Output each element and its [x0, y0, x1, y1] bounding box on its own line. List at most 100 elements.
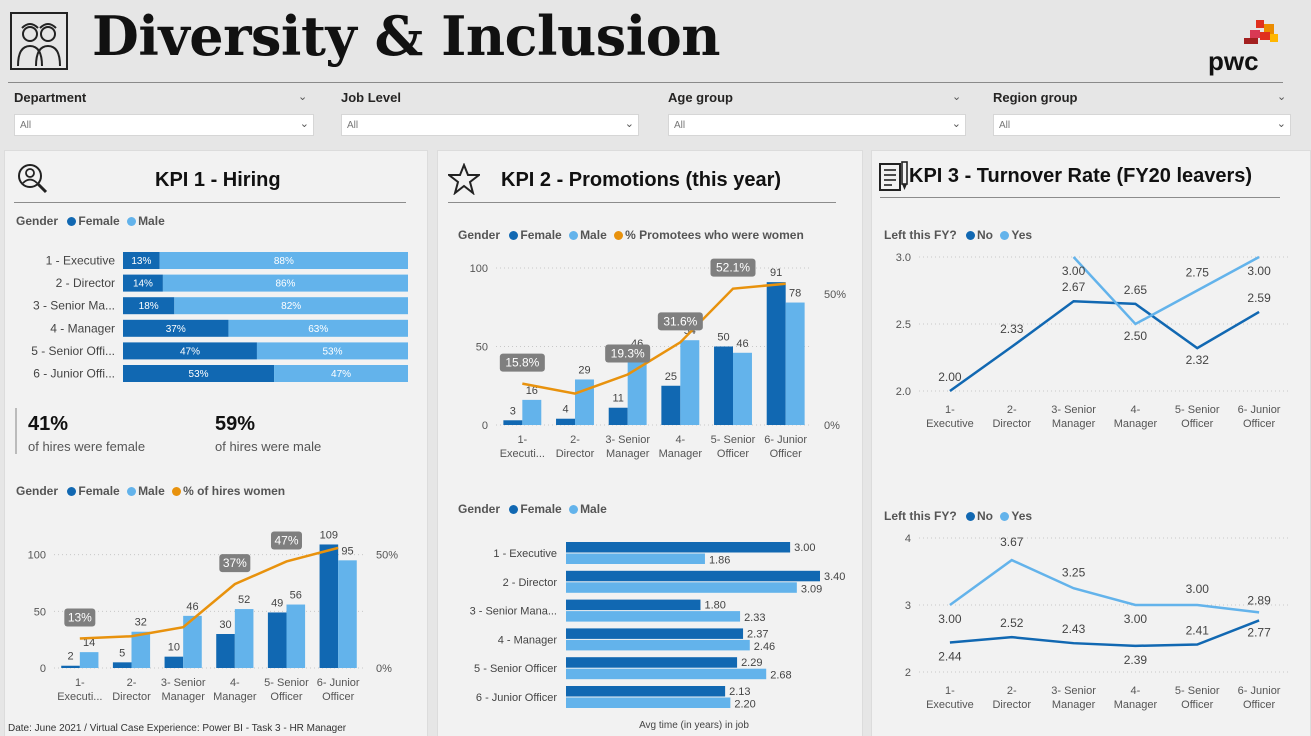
- category-label: 5- Senior: [1175, 404, 1220, 416]
- slicer-dropdown[interactable]: All ⌄: [341, 114, 639, 136]
- bar-male: [566, 639, 750, 651]
- slicer-dropdown[interactable]: All ⌄: [668, 114, 966, 136]
- category-label: Manager: [161, 691, 205, 703]
- legend-swatch-no: [966, 231, 976, 240]
- category-label: 5- Senior: [1175, 685, 1220, 697]
- data-label: 29: [578, 364, 590, 376]
- bar-male: [522, 399, 542, 425]
- kpi2-legend-top: Gender Female Male % Promotees who were …: [458, 228, 804, 242]
- category-label: Director: [992, 699, 1031, 711]
- stat-male-value: 59%: [215, 413, 256, 435]
- bar-male: [338, 560, 357, 668]
- stat-male-text: of hires were male: [215, 439, 322, 454]
- category-label: 2-: [1007, 685, 1017, 697]
- data-label: 2.75: [1186, 266, 1210, 280]
- category-label: 1 - Executive: [493, 548, 557, 560]
- bar-male: [274, 365, 408, 382]
- data-label: 2.59: [1247, 291, 1271, 305]
- bar-female: [566, 542, 791, 553]
- slicer-department[interactable]: Department ⌄ All ⌄: [14, 90, 314, 140]
- kpi1-title-underline: [14, 202, 406, 203]
- category-label: 2-: [570, 434, 580, 446]
- pwc-logo: pwc: [1206, 18, 1286, 78]
- bar-female: [216, 634, 235, 668]
- category-label: 1-: [517, 434, 527, 446]
- bar-female: [267, 612, 287, 668]
- bar-female: [566, 628, 744, 639]
- category-label: 6- Junior: [764, 434, 807, 446]
- pct-label: 13%: [68, 611, 92, 625]
- category-label: Officer: [270, 691, 303, 703]
- kpi2-title: KPI 2 - Promotions (this year): [501, 169, 782, 191]
- category-label: 6 - Junior Officer: [476, 692, 557, 704]
- legend-swatch-female: [509, 231, 519, 240]
- slicer-dropdown[interactable]: All ⌄: [14, 114, 314, 136]
- data-label: 2: [67, 651, 73, 663]
- slicer-value: All: [20, 120, 32, 131]
- slicer-job-level[interactable]: Job Level All ⌄: [341, 90, 639, 140]
- data-label: 1.86: [709, 555, 730, 567]
- category-label: 1-: [945, 404, 955, 416]
- category-label: Manager: [1052, 418, 1096, 430]
- legend-yes: Yes: [1011, 509, 1033, 523]
- legend-swatch-no: [966, 512, 976, 521]
- kpi2-title-underline: [448, 202, 836, 203]
- kpi1-stacked-bar-chart: 1 - Executive 13% 88% 2 - Director 14% 86% 3 -…: [31, 252, 408, 382]
- bar-male: [785, 302, 805, 425]
- legend-yes: Yes: [1011, 228, 1033, 242]
- y-tick-label: 50: [34, 606, 46, 618]
- category-label: Manager: [659, 448, 703, 460]
- category-label: 4-: [1131, 404, 1141, 416]
- legend-pct: % of hires women: [183, 484, 286, 498]
- data-label: 5: [119, 647, 125, 659]
- bar-male: [228, 319, 408, 337]
- legend-swatch-yes: [1000, 512, 1010, 521]
- category-label: Executive: [926, 418, 974, 430]
- bar-female: [123, 274, 163, 292]
- category-label: Director: [556, 448, 595, 460]
- slicer-age-group[interactable]: Age group ⌄ All ⌄: [668, 90, 966, 140]
- data-label: 2.29: [741, 657, 762, 669]
- slicer-dropdown[interactable]: All ⌄: [993, 114, 1291, 136]
- data-label: 2.44: [938, 650, 962, 664]
- chevron-down-icon[interactable]: ⌄: [1277, 91, 1287, 103]
- kpi1-legend-top: Gender Female Male: [16, 214, 165, 228]
- data-label: 1.80: [704, 600, 725, 612]
- category-label: 1 - Executive: [46, 254, 116, 268]
- kpi1-panel: [4, 150, 428, 736]
- slicer-region-group[interactable]: Region group ⌄ All ⌄: [993, 90, 1291, 140]
- slicer-value: All: [999, 120, 1011, 131]
- kpi3-title-underline: [880, 197, 1280, 198]
- bar-female: [556, 418, 575, 425]
- bar-female: [123, 252, 160, 269]
- bar-female: [123, 342, 257, 360]
- chevron-down-icon[interactable]: ⌄: [952, 91, 962, 103]
- line-no: [949, 619, 1260, 648]
- kpi3-line-chart-bottom: 2 3 4 1- Executive 2- Director 3- Senior Manager…: [905, 533, 1290, 711]
- legend-title: Left this FY?: [884, 228, 957, 242]
- bar-female: [319, 544, 339, 668]
- data-label: 3.09: [801, 583, 822, 595]
- category-label: 2 - Director: [56, 276, 115, 290]
- data-label: 91: [770, 267, 782, 279]
- chevron-down-icon: ⌄: [624, 118, 634, 130]
- data-label: 49: [271, 597, 283, 609]
- data-label: 2.39: [1124, 653, 1148, 667]
- legend-female: Female: [78, 484, 120, 498]
- category-label: 3- Senior: [1051, 404, 1096, 416]
- bar-male: [566, 553, 705, 564]
- pct-label: 15.8%: [505, 356, 539, 370]
- data-label: 3.25: [1062, 565, 1086, 579]
- y2-tick-label: 0%: [376, 663, 392, 675]
- x-axis-label: Avg time (in years) in job: [639, 720, 749, 731]
- y-tick-label: 0: [482, 420, 488, 432]
- data-label: 2.52: [1000, 616, 1024, 630]
- bar-male: [162, 274, 408, 292]
- chevron-down-icon[interactable]: ⌄: [298, 91, 308, 103]
- kpi3-legend-bottom: Left this FY? No Yes: [884, 509, 1032, 523]
- chevron-down-icon: ⌄: [1276, 118, 1286, 130]
- data-label: 3.00: [1186, 582, 1210, 596]
- data-label: 47%: [180, 346, 200, 357]
- legend-swatch-male: [569, 231, 579, 240]
- legend-swatch-male: [127, 487, 137, 496]
